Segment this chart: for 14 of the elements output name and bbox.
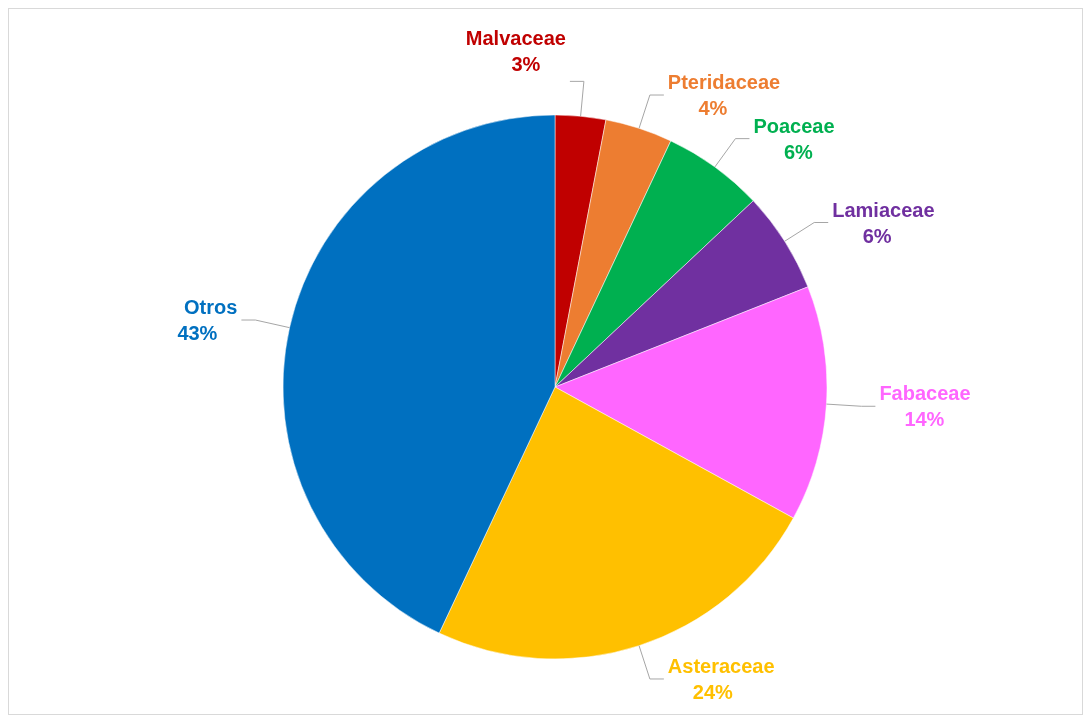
slice-label: Fabaceae bbox=[879, 382, 971, 405]
slice-label: Malvaceae bbox=[465, 27, 566, 50]
data-label: 6% bbox=[784, 140, 814, 163]
data-label: 14% bbox=[904, 408, 945, 431]
data-label: 24% bbox=[692, 680, 734, 703]
slice-label: Poaceae bbox=[753, 114, 835, 137]
data-label: 6% bbox=[862, 224, 892, 247]
data-label: 43% bbox=[177, 322, 218, 345]
slice-label: Lamiaceae bbox=[832, 198, 935, 221]
data-label: 3% bbox=[511, 53, 541, 76]
data-label: 4% bbox=[698, 97, 728, 120]
slice-label: Asteraceae bbox=[667, 654, 775, 677]
slice-label: Otros bbox=[184, 296, 238, 319]
slice-label: Pteridaceae bbox=[667, 71, 781, 94]
